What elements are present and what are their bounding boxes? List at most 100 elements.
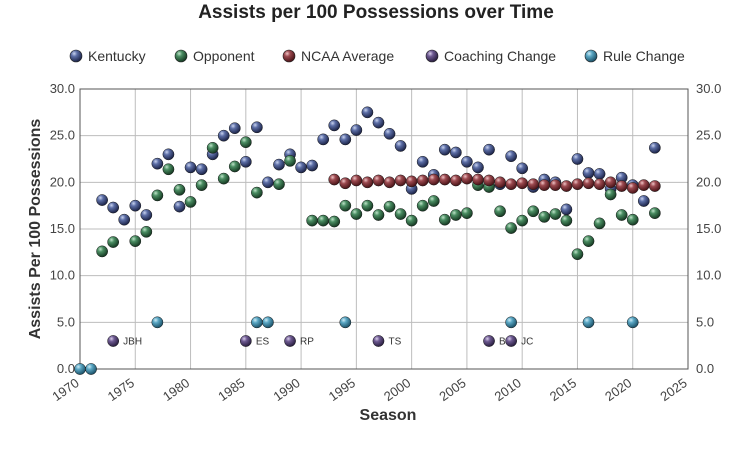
point-opponent: [461, 207, 473, 219]
point-ncaa-average: [527, 178, 540, 191]
point-ncaa-average: [626, 182, 639, 194]
point-ncaa-average: [582, 177, 595, 190]
point-kentucky: [372, 116, 385, 129]
legend-item-rule-change: Rule Change: [584, 48, 685, 64]
legend-marker-opponent: [174, 49, 188, 63]
point-ncaa-average: [604, 176, 617, 189]
y-tick-label-right: 30.0: [696, 81, 721, 96]
point-kentucky: [648, 141, 661, 154]
point-kentucky: [350, 124, 363, 136]
point-opponent: [350, 208, 363, 220]
x-tick-label: 1975: [105, 375, 137, 404]
point-opponent: [615, 209, 628, 221]
point-ncaa-average: [483, 174, 495, 187]
point-ncaa-average: [461, 172, 473, 185]
point-opponent: [549, 208, 562, 220]
point-opponent: [195, 179, 208, 191]
point-kentucky: [361, 106, 374, 119]
legend-marker-kentucky: [69, 49, 83, 63]
legend-label-ncaa-average: NCAA Average: [301, 48, 394, 64]
point-opponent: [361, 199, 374, 212]
point-ncaa-average: [505, 178, 517, 191]
point-opponent: [306, 214, 318, 227]
point-kentucky: [339, 133, 352, 146]
y-tick-label-right: 20.0: [696, 174, 721, 189]
point-opponent: [394, 208, 407, 220]
point-ncaa-average: [538, 179, 551, 191]
point-ncaa-average: [560, 180, 573, 192]
point-kentucky: [383, 127, 396, 140]
series-opponent: [96, 136, 661, 261]
y-tick-label-right: 0.0: [696, 361, 714, 376]
x-tick-label: 1995: [326, 375, 358, 404]
point-kentucky: [295, 161, 307, 174]
point-ncaa-average: [416, 174, 429, 187]
coaching-change-label: JC: [521, 337, 533, 348]
y-axis-ticks-right: 0.0 5.0 10.0 15.0 20.0 25.0 30.0: [696, 81, 721, 376]
point-ncaa-average: [383, 176, 396, 189]
grid: [79, 88, 689, 370]
point-opponent: [372, 209, 385, 221]
point-opponent: [626, 213, 639, 226]
coaching-change-label: TS: [388, 337, 401, 348]
point-ncaa-average: [637, 179, 650, 191]
point-kentucky: [461, 155, 473, 168]
x-axis-label: Season: [360, 407, 417, 424]
x-tick-label: 2010: [492, 375, 524, 404]
y-tick-label-left: 15.0: [50, 221, 75, 236]
point-kentucky: [505, 150, 517, 163]
point-kentucky: [173, 200, 186, 213]
point-opponent: [416, 199, 429, 212]
series-kentucky: [96, 106, 661, 226]
x-tick-label: 1970: [49, 375, 81, 404]
point-opponent: [173, 183, 186, 196]
series-rule-change: [74, 316, 639, 375]
point-kentucky: [416, 155, 429, 168]
point-opponent: [339, 199, 352, 212]
point-opponent: [129, 235, 142, 247]
point-kentucky: [129, 199, 142, 212]
point-kentucky: [228, 122, 241, 135]
point-opponent: [228, 160, 241, 173]
point-opponent: [184, 196, 197, 208]
point-ncaa-average: [549, 179, 562, 191]
point-opponent: [560, 214, 573, 227]
point-opponent: [604, 188, 617, 201]
point-kentucky: [472, 161, 484, 174]
point-kentucky: [483, 143, 495, 156]
point-kentucky: [516, 162, 529, 175]
y-axis-ticks-left: 0.0 5.0 10.0 15.0 20.0 25.0 30.0: [50, 81, 75, 376]
x-tick-label: 2015: [547, 375, 579, 404]
point-kentucky: [184, 161, 197, 174]
point-rule-change: [151, 316, 164, 329]
x-tick-label: 1990: [271, 375, 303, 404]
legend: Kentucky Opponent NCAA Average Coaching Cha…: [69, 48, 685, 64]
legend-label-kentucky: Kentucky: [88, 48, 146, 64]
point-rule-change: [626, 316, 639, 329]
point-coaching-change: [505, 335, 517, 347]
point-opponent: [648, 207, 661, 219]
point-coaching-change: [372, 335, 385, 347]
legend-marker-rule-change: [584, 49, 598, 63]
y-axis-label: Assists Per 100 Possessions: [27, 119, 44, 340]
point-rule-change: [85, 363, 97, 375]
point-kentucky: [251, 121, 263, 134]
point-rule-change: [505, 316, 517, 329]
point-ncaa-average: [593, 178, 606, 191]
point-opponent: [383, 200, 396, 213]
point-ncaa-average: [427, 173, 440, 186]
point-opponent: [405, 214, 418, 227]
point-kentucky: [140, 209, 153, 221]
point-opponent: [582, 235, 595, 247]
point-kentucky: [438, 143, 451, 156]
y-tick-label-right: 10.0: [696, 268, 721, 283]
legend-label-rule-change: Rule Change: [603, 48, 685, 64]
y-tick-label-left: 30.0: [50, 81, 75, 96]
point-opponent: [273, 178, 285, 191]
point-ncaa-average: [571, 178, 584, 191]
point-coaching-change: [107, 335, 120, 347]
point-rule-change: [74, 363, 86, 375]
legend-label-coaching-change: Coaching Change: [444, 48, 556, 64]
x-tick-label: 2000: [381, 375, 413, 404]
legend-item-kentucky: Kentucky: [69, 48, 146, 64]
